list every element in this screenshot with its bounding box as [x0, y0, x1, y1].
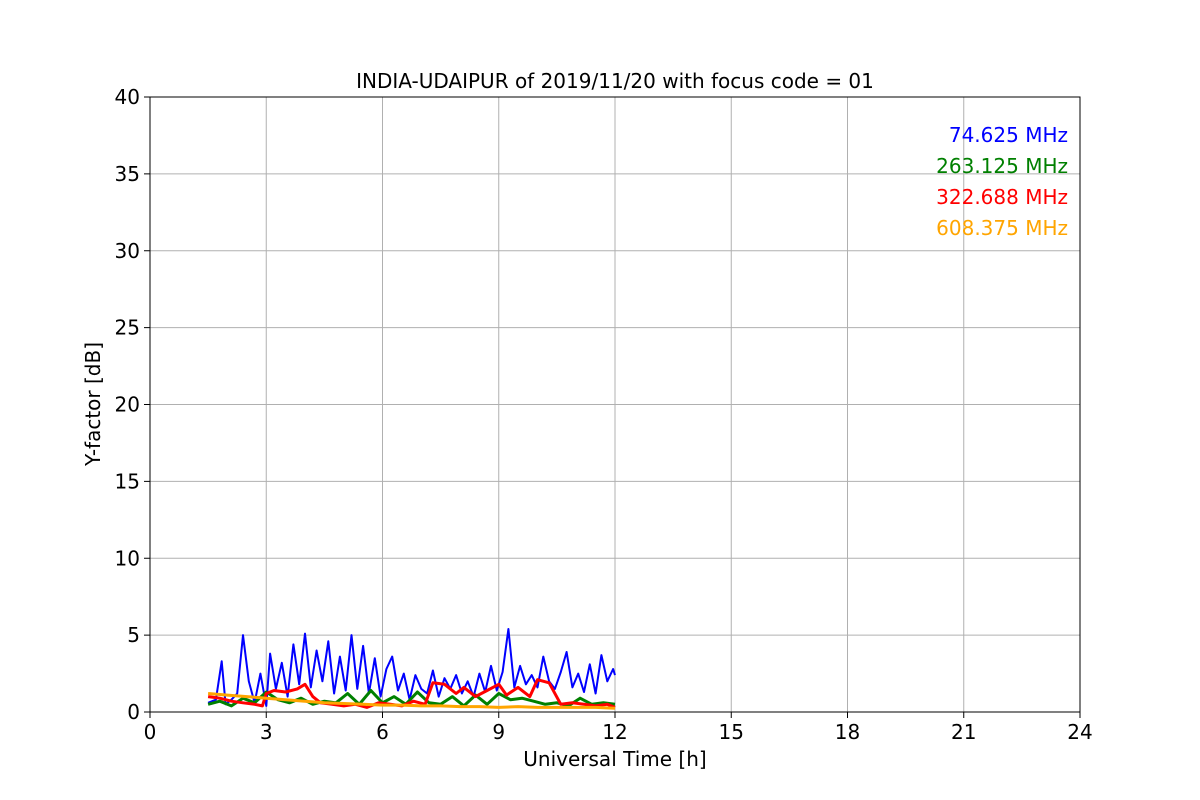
y-tick-label: 35: [115, 162, 140, 186]
x-tick-label: 6: [376, 720, 389, 744]
x-tick-label: 15: [719, 720, 744, 744]
legend-entry-0: 74.625 MHz: [949, 123, 1068, 147]
legend-entry-2: 322.688 MHz: [936, 185, 1068, 209]
x-axis-label: Universal Time [h]: [523, 747, 706, 771]
legend: 74.625 MHz 263.125 MHz 322.688 MHz 608.375 …: [936, 123, 1068, 240]
x-tick-label: 24: [1067, 720, 1092, 744]
legend-entry-1: 263.125 MHz: [936, 154, 1068, 178]
y-tick-label: 40: [115, 85, 140, 109]
legend-entry-3: 608.375 MHz: [936, 216, 1068, 240]
chart-title: INDIA-UDAIPUR of 2019/11/20 with focus c…: [356, 69, 874, 93]
x-tick-label: 3: [260, 720, 273, 744]
y-tick-label: 20: [115, 393, 140, 417]
y-tick-label: 15: [115, 469, 140, 493]
series-line-2: [207, 678, 616, 709]
plot-lines: [207, 628, 616, 710]
x-tick-label: 21: [951, 720, 976, 744]
y-tick-label: 10: [115, 546, 140, 570]
y-tick-label: 30: [115, 239, 140, 263]
y-axis-label: Y-factor [dB]: [81, 342, 105, 467]
axis-ticks: 0 3 6 9 12 15 18 21 24 0 5 10 15 20 25 30 35 40: [115, 85, 1093, 744]
y-tick-label: 5: [127, 623, 140, 647]
x-tick-label: 9: [492, 720, 505, 744]
series-line-3: [207, 692, 616, 710]
x-tick-label: 18: [835, 720, 860, 744]
y-tick-label: 25: [115, 316, 140, 340]
x-tick-label: 0: [144, 720, 157, 744]
x-tick-label: 12: [602, 720, 627, 744]
y-tick-label: 0: [127, 700, 140, 724]
